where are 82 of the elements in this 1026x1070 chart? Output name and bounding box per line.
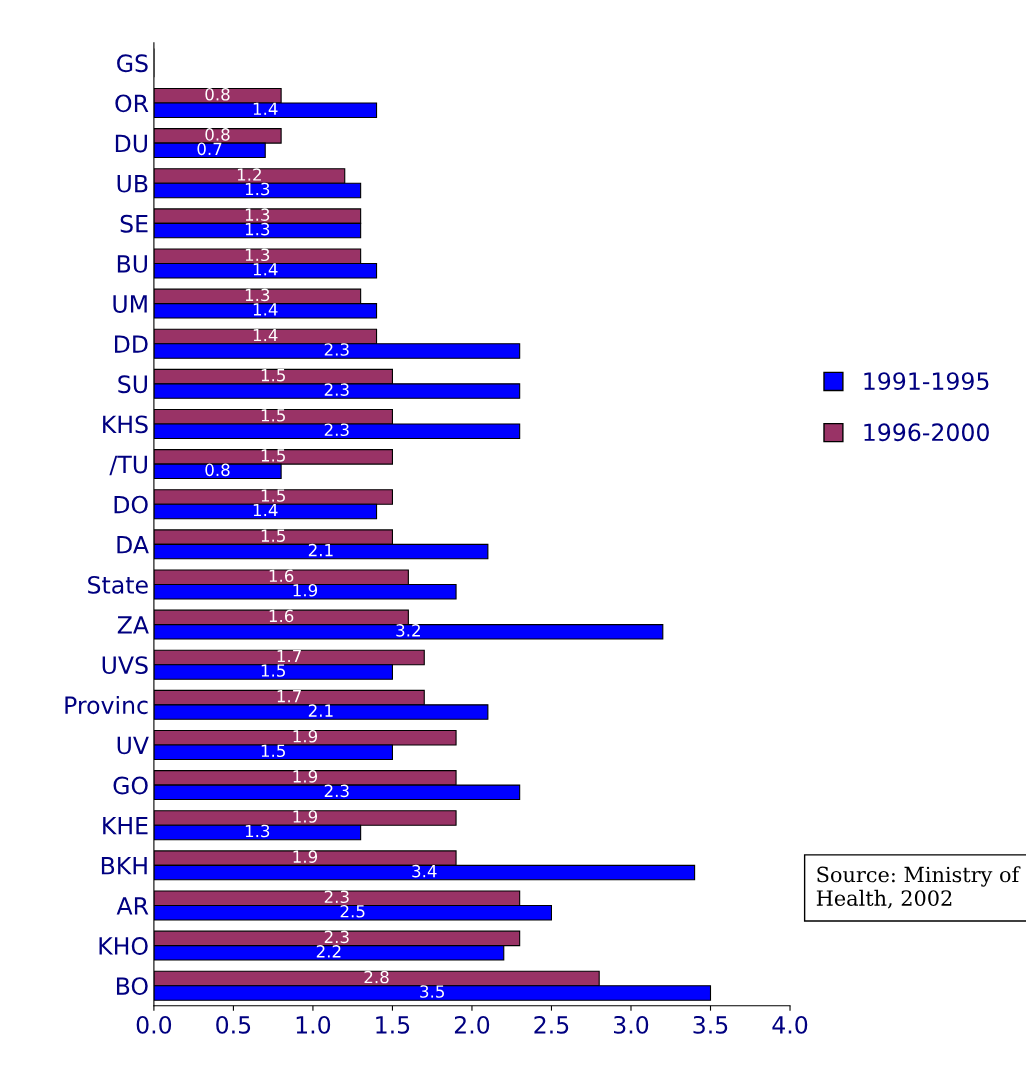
data-label: 1.3	[245, 208, 270, 221]
x-tick-label: 4.0	[772, 1015, 808, 1034]
data-label: 1.4	[253, 303, 278, 316]
x-tick-label: 3.5	[693, 1015, 728, 1034]
data-label: 1.6	[269, 569, 294, 583]
data-label: 0.8	[205, 87, 230, 101]
data-label: 3.5	[420, 985, 444, 998]
data-label: 2.1	[308, 704, 333, 717]
data-label: 3.2	[396, 624, 420, 637]
y-tick-label: OR	[115, 94, 149, 113]
data-label: 2.3	[324, 343, 349, 356]
y-tick-label: AR	[116, 897, 149, 915]
data-label: 2.2	[316, 945, 341, 958]
y-tick-label: DA	[117, 536, 149, 554]
data-label: 2.3	[324, 784, 349, 798]
data-label: 1.5	[261, 529, 285, 542]
y-tick-label: /TU	[109, 455, 147, 476]
y-tick-label: BKH	[101, 857, 147, 875]
y-tick-label: DU	[115, 134, 147, 153]
data-label: 1.4	[253, 328, 278, 342]
data-label: 1.6	[269, 609, 294, 623]
data-label: 2.3	[324, 423, 349, 437]
y-tick-label: DD	[114, 335, 148, 353]
data-label: 1.3	[245, 222, 270, 236]
data-label: 1.7	[277, 690, 301, 703]
x-tick-label: 1.0	[296, 1015, 331, 1034]
data-label: 1.4	[253, 102, 278, 115]
legend-label: 1991-1995	[864, 372, 989, 390]
x-tick-label: 0.0	[136, 1015, 172, 1034]
y-tick-label: SE	[120, 214, 148, 233]
y-tick-label: GS	[117, 54, 148, 73]
data-label: 0.8	[205, 128, 230, 141]
data-label: 2.3	[324, 930, 349, 944]
y-tick-label: GO	[113, 776, 148, 795]
y-tick-label: BO	[116, 977, 148, 996]
data-label: 0.7	[197, 142, 222, 156]
data-label: 1.5	[261, 409, 285, 422]
data-label: 1.5	[261, 369, 285, 382]
x-tick-label: 3.0	[614, 1015, 649, 1034]
data-label: 1.5	[261, 744, 285, 758]
x-tick-label: 2.0	[454, 1015, 490, 1034]
data-label: 1.3	[245, 288, 270, 302]
data-label: 1.4	[253, 263, 278, 276]
x-tick-label: 0.5	[216, 1015, 251, 1034]
data-label: 2.8	[364, 970, 389, 984]
data-label: 2.1	[308, 543, 333, 557]
data-label: 1.3	[245, 824, 270, 838]
y-tick-label: KHE	[103, 816, 148, 835]
data-label: 1.3	[245, 182, 270, 196]
y-tick-label: Provinc	[65, 695, 148, 715]
data-label: 1.9	[293, 729, 318, 743]
source-note: Source: Ministry of Health, 2002	[816, 866, 1021, 909]
data-label: 1.9	[293, 810, 318, 823]
data-label: 1.5	[261, 449, 285, 462]
y-tick-label: State	[88, 575, 148, 594]
y-tick-label: DO	[114, 495, 148, 514]
data-label: 1.5	[261, 664, 285, 677]
y-tick-label: UB	[117, 174, 148, 193]
data-label: 2.5	[340, 904, 365, 918]
data-label: 1.2	[237, 168, 261, 181]
data-label: 2.3	[324, 383, 349, 396]
y-tick-label: BU	[117, 255, 147, 273]
y-tick-label: UV	[117, 736, 149, 755]
x-tick-label: 2.5	[534, 1015, 569, 1034]
data-label: 1.9	[293, 583, 318, 597]
data-label: 2.3	[324, 890, 349, 904]
legend-label: 1996-2000	[864, 423, 989, 442]
data-label: 1.9	[293, 770, 318, 783]
y-tick-label: UM	[113, 295, 147, 313]
data-label: 1.3	[245, 248, 270, 262]
y-tick-label: KHO	[99, 937, 148, 955]
data-label: 1.9	[293, 850, 318, 863]
data-label: 0.8	[205, 463, 230, 477]
data-label: 1.4	[253, 503, 278, 517]
y-tick-label: SU	[118, 375, 147, 394]
y-tick-label: UVS	[102, 656, 148, 675]
x-tick-label: 1.5	[376, 1016, 410, 1034]
data-label: 1.5	[261, 489, 285, 502]
data-label: 1.7	[277, 649, 301, 663]
y-tick-label: ZA	[117, 616, 149, 634]
data-label: 3.4	[412, 864, 437, 878]
y-tick-label: KHS	[103, 415, 148, 434]
